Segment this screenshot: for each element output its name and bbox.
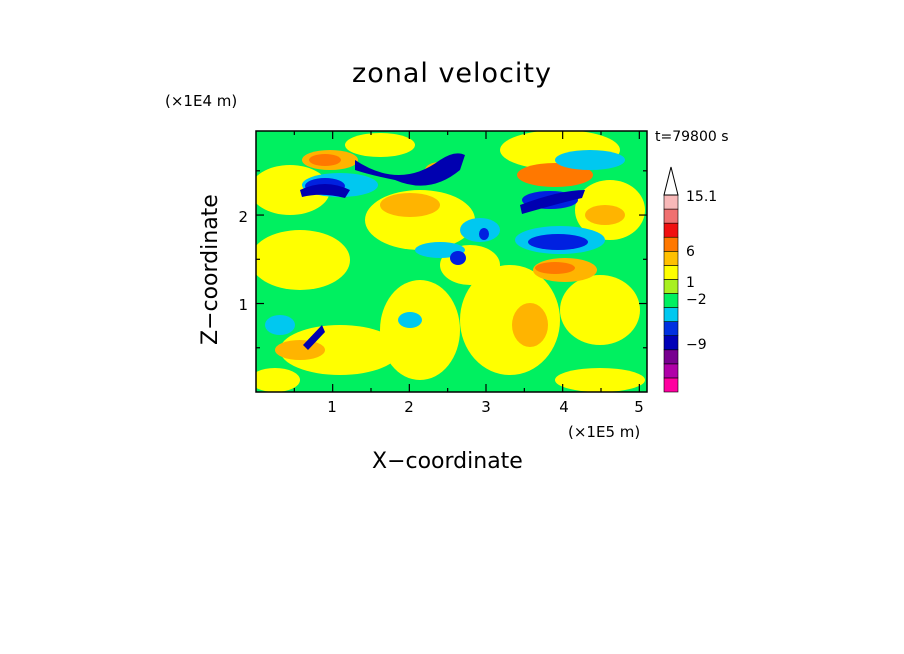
contour-region [460,218,500,242]
colorbar-swatch [663,293,679,308]
x-axis-unit: (×1E5 m) [568,423,641,441]
contour-region [380,280,460,380]
colorbar-swatch [663,377,679,393]
colorbar-swatch [663,363,679,379]
contour-region [460,265,560,375]
contour-region [479,228,489,240]
contour-region [355,153,465,186]
contour-region [265,315,295,335]
contour-region [585,205,625,225]
contour-region [256,368,300,392]
x-tick-label: 5 [634,398,644,416]
colorbar-extend-arrow [663,166,679,196]
colorbar-label: 1 [686,275,695,291]
colorbar [663,166,679,393]
colorbar-label: 6 [686,244,695,260]
colorbar-label: −2 [686,292,707,308]
contour-region [300,184,350,198]
contour-region [303,325,325,350]
contour-region [520,190,585,214]
contour-region [512,303,548,347]
time-label: t=79800 s [655,129,729,145]
colorbar-swatch [663,279,679,294]
chart-title: zonal velocity [352,58,552,89]
contour-region [280,325,400,375]
colorbar-swatch [663,307,679,322]
contour-region [275,340,325,360]
x-tick-label: 3 [481,398,491,416]
contour-region [555,150,625,170]
colorbar-swatch [663,236,679,252]
contour-region [535,262,575,274]
colorbar-swatch [663,208,679,224]
contour-region [380,193,440,217]
colorbar-swatch [663,222,679,238]
y-tick-label: 2 [238,208,248,226]
colorbar-swatch [663,349,679,365]
contour-region [560,275,640,345]
contour-field [256,131,647,392]
contour-region [517,163,593,187]
colorbar-label: −9 [686,337,707,353]
plot-border [255,130,648,393]
colorbar-label: 15.1 [686,189,718,205]
x-tick-label: 1 [327,398,337,416]
contour-region [345,133,415,157]
contour-region [528,234,588,250]
contour-region [555,368,645,392]
contour-region [309,154,341,166]
colorbar-swatch [663,321,679,337]
colorbar-swatch [663,194,679,210]
colorbar-swatch [663,265,679,280]
y-tick-label: 1 [238,296,248,314]
y-axis-unit: (×1E4 m) [165,92,238,110]
colorbar-swatch [663,250,679,266]
x-tick-label: 2 [404,398,414,416]
colorbar-swatch [663,335,679,351]
contour-region [398,312,422,328]
contour-region [450,251,466,265]
plot-frame [255,130,648,393]
contour-region [256,230,350,290]
x-axis-label: X−coordinate [372,449,523,474]
x-tick-label: 4 [559,398,569,416]
